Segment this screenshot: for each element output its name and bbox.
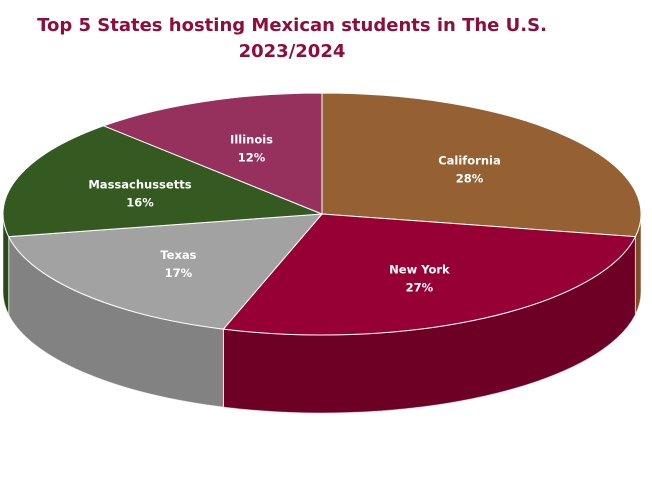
pie-side-shade-new-york — [223, 236, 636, 413]
chart-title-line-1: Top 5 States hosting Mexican students in… — [37, 15, 547, 36]
slice-value-texas: 17% — [165, 266, 193, 280]
pie-side-shade-california — [635, 214, 641, 315]
slice-label-texas: Texas — [160, 248, 196, 262]
pie-labels: California 28% New York 27% Texas 17% Massachu… — [88, 132, 500, 294]
slice-value-massachussetts: 16% — [126, 196, 154, 210]
chart-title-line-2: 2023/2024 — [238, 41, 346, 62]
slice-label-illinois: Illinois — [230, 132, 273, 146]
pie-sides — [2, 213, 642, 414]
pie-slice-massachussetts — [2, 125, 323, 238]
slice-value-illinois: 12% — [238, 150, 266, 164]
slice-value-california: 28% — [456, 172, 484, 186]
slice-label-massachussetts: Massachussetts — [88, 178, 191, 192]
pie-slice-illinois — [102, 92, 323, 215]
pie-side-shade-texas — [8, 236, 224, 408]
pie-side-shade-massachussetts — [2, 214, 9, 315]
pie-slice-california — [321, 92, 642, 238]
pie-slices — [2, 92, 642, 336]
slice-value-new-york: 27% — [406, 280, 434, 294]
chart-title: Top 5 States hosting Mexican students in… — [0, 13, 584, 65]
slice-label-california: California — [438, 154, 501, 168]
slice-label-new-york: New York — [389, 262, 450, 276]
pie-slice-new-york — [222, 213, 637, 336]
pie-slice-texas — [7, 213, 324, 330]
